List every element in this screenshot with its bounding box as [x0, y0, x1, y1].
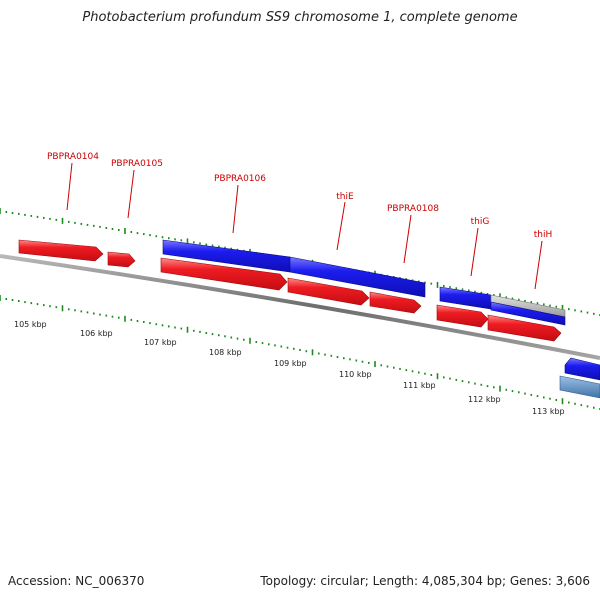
- scale-label-111: 111 kbp: [403, 381, 436, 390]
- gene-next-reverse-arrow[interactable]: [564, 357, 600, 381]
- scale-label-109: 109 kbp: [274, 359, 307, 368]
- gene-next-steel-arrow[interactable]: [559, 375, 600, 399]
- gene-thie-b-arrow[interactable]: [287, 277, 370, 306]
- scale-label-106: 106 kbp: [80, 329, 113, 338]
- gene-label-pbpra0105[interactable]: PBPRA0105: [111, 159, 163, 169]
- gene-pbpra0105-arrow[interactable]: [107, 251, 136, 268]
- gene-label-pbpra0104[interactable]: PBPRA0104: [47, 152, 99, 162]
- gene-features: [18, 239, 600, 399]
- scale-label-110: 110 kbp: [339, 370, 372, 379]
- gene-thih-b-arrow[interactable]: [487, 314, 562, 342]
- lower-tick-row: [0, 295, 600, 410]
- gene-pbpra0106b-arrow[interactable]: [160, 257, 288, 291]
- leader-thie: [336, 201, 346, 251]
- chromosome-backbone: [0, 254, 600, 360]
- gene-pbpra0108-arrow[interactable]: [369, 291, 422, 314]
- gene-label-pbpra0108[interactable]: PBPRA0108: [387, 204, 439, 214]
- scale-label-112: 112 kbp: [468, 395, 501, 404]
- gene-label-pbpra0106[interactable]: PBPRA0106: [214, 174, 266, 184]
- scale-label-105: 105 kbp: [14, 320, 47, 329]
- leader-pbpra0108: [403, 214, 412, 264]
- gene-label-leaders: [66, 162, 543, 290]
- gene-thie-arrow[interactable]: [289, 256, 426, 298]
- map-title: Photobacterium profundum SS9 chromosome …: [82, 10, 518, 25]
- gene-labels: PBPRA0104 PBPRA0105 PBPRA0106 thiE PBPRA…: [47, 152, 552, 240]
- gene-thig-b-arrow[interactable]: [436, 304, 489, 328]
- scale-label-107: 107 kbp: [144, 338, 177, 347]
- scale-label-108: 108 kbp: [209, 348, 242, 357]
- gene-thih-arrow[interactable]: [490, 301, 566, 326]
- gene-label-thie[interactable]: thiE: [336, 192, 354, 202]
- scale-labels: 105 kbp 106 kbp 107 kbp 108 kbp 109 kbp …: [14, 320, 565, 416]
- scale-label-113: 113 kbp: [532, 407, 565, 416]
- leader-thig: [470, 227, 479, 277]
- leader-pbpra0105: [127, 169, 135, 219]
- leader-pbpra0104: [66, 162, 73, 211]
- gene-label-thih[interactable]: thiH: [534, 230, 553, 240]
- leader-pbpra0106: [232, 184, 239, 234]
- leader-thih: [534, 240, 543, 290]
- gene-pbpra0104-arrow[interactable]: [18, 239, 104, 262]
- gene-thig-arrow[interactable]: [439, 286, 492, 310]
- accession-text: Accession: NC_006370: [8, 574, 145, 588]
- gene-label-thig[interactable]: thiG: [471, 217, 490, 227]
- genome-stats-text: Topology: circular; Length: 4,085,304 bp…: [260, 574, 590, 588]
